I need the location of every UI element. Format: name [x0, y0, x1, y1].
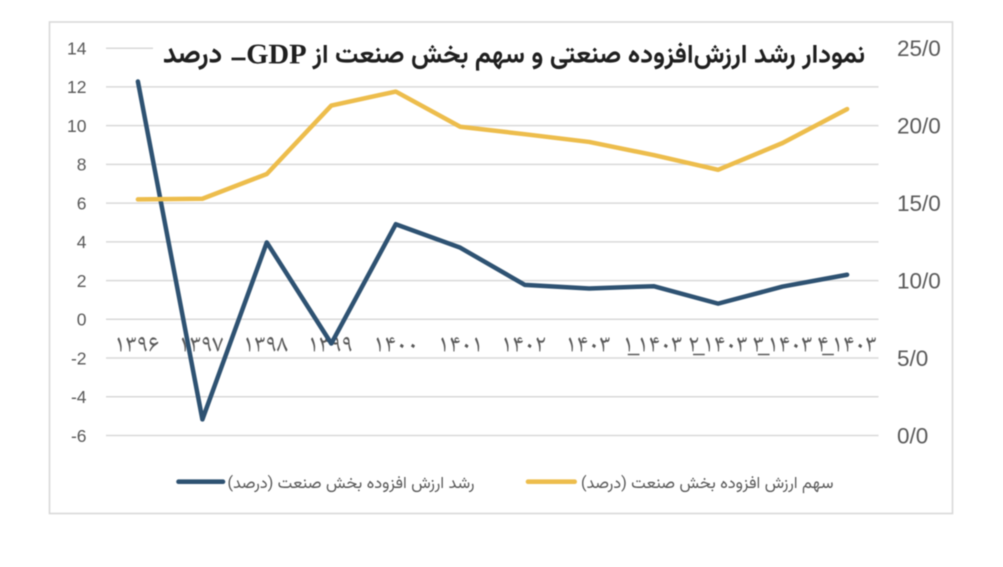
svg-text:0: 0: [77, 310, 87, 330]
svg-text:-6: -6: [71, 426, 87, 446]
svg-text:25/0: 25/0: [897, 36, 941, 61]
svg-text:10: 10: [67, 116, 87, 136]
svg-text:15/0: 15/0: [897, 191, 941, 216]
svg-text:14: 14: [67, 39, 87, 59]
svg-text:20/0: 20/0: [897, 113, 941, 138]
svg-text:8: 8: [77, 155, 87, 175]
svg-text:12: 12: [67, 77, 86, 97]
svg-text:4: 4: [77, 232, 87, 252]
svg-text:-4: -4: [71, 387, 87, 407]
svg-text:0/0: 0/0: [897, 423, 928, 448]
svg-text:2: 2: [77, 271, 87, 291]
svg-text:5/0: 5/0: [897, 346, 928, 371]
svg-text:10/0: 10/0: [897, 268, 941, 293]
svg-text:6: 6: [77, 193, 87, 213]
svg-text:-2: -2: [71, 348, 87, 368]
